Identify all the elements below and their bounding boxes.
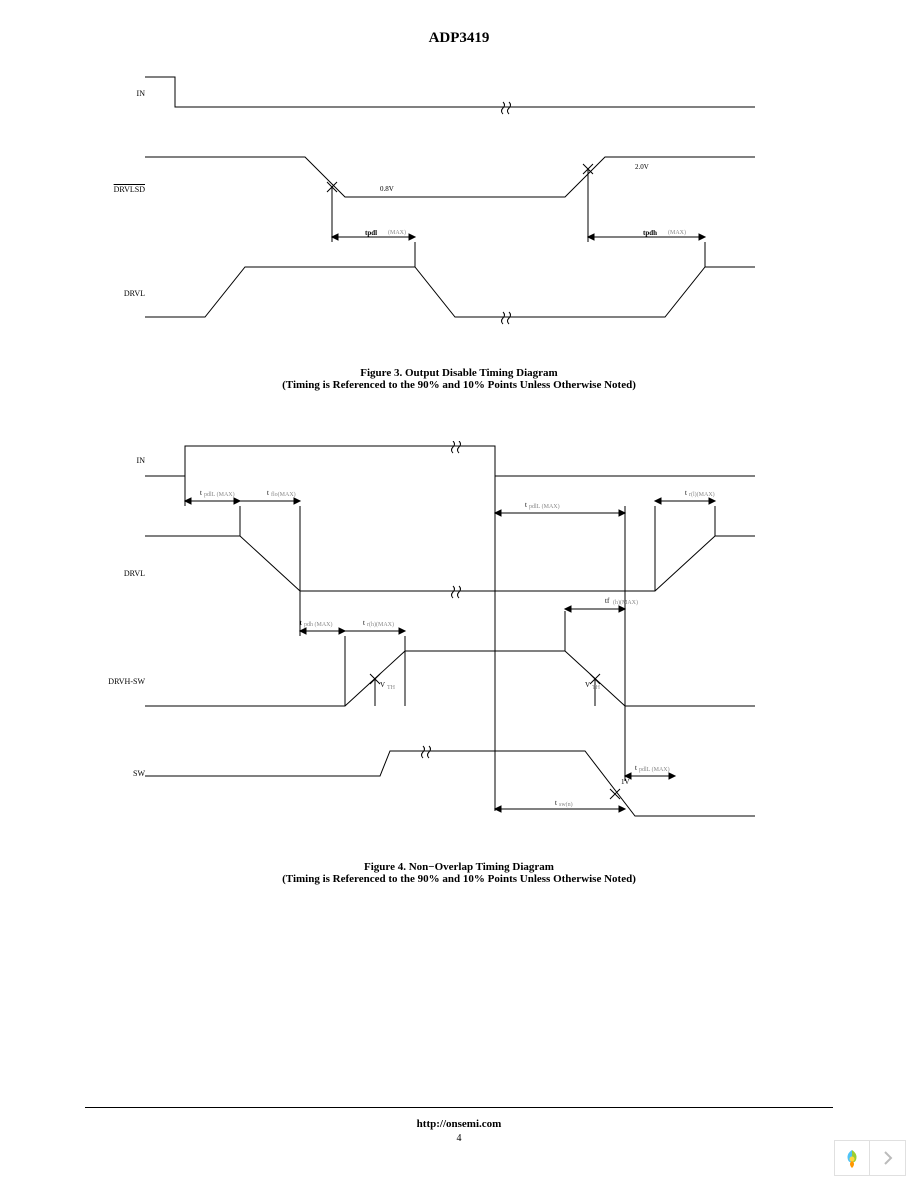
fig4-t8: t — [635, 764, 637, 772]
fig4-label-in: IN — [95, 456, 145, 465]
fig4-t5: t — [300, 619, 302, 627]
fig3-label-drvl: DRVL — [95, 289, 145, 298]
fig4-t4s: r(l)(MAX) — [689, 492, 715, 498]
fig4-t3: t — [525, 501, 527, 509]
fig3-label-drvlsd: DRVLSD — [95, 185, 145, 194]
nav-widget — [834, 1140, 906, 1176]
fig3-08v: 0.8V — [380, 185, 394, 193]
fig4-t1s: pdlL (MAX) — [204, 492, 235, 498]
fig3-label-in: IN — [95, 89, 145, 98]
figure4-caption: Figure 4. Non−Overlap Timing Diagram — [85, 861, 833, 873]
fig4-t6s: r(h)(MAX) — [367, 622, 394, 628]
fig4-t9: t — [555, 799, 557, 807]
nav-logo-icon[interactable] — [834, 1140, 870, 1176]
fig4-label-sw: SW — [95, 769, 145, 778]
fig4-t1: t — [200, 489, 202, 497]
next-page-button[interactable] — [870, 1140, 906, 1176]
fig3-20v: 2.0V — [635, 163, 649, 171]
figure4-container: IN DRVL DRVH-SW SW t pdlL (MAX) t flo(MA… — [105, 441, 833, 841]
fig4-vth1: V — [380, 681, 385, 689]
figure3-caption: Figure 3. Output Disable Timing Diagram — [85, 367, 833, 379]
footer-rule — [85, 1107, 833, 1108]
figure3-svg — [105, 67, 755, 337]
fig4-vth2s: TH — [592, 685, 600, 691]
fig4-vth2: V — [585, 681, 590, 689]
figure3-subcaption: (Timing is Referenced to the 90% and 10%… — [85, 379, 833, 391]
fig4-1v: 1V — [621, 778, 630, 786]
fig3-tpdl-max: (MAX) — [388, 230, 406, 236]
fig4-t4: t — [685, 489, 687, 497]
fig3-tpdl: tpdl — [365, 229, 377, 237]
fig4-label-drvl: DRVL — [95, 569, 145, 578]
footer-url: http://onsemi.com — [0, 1118, 918, 1130]
fig4-t2s: flo(MAX) — [271, 492, 296, 498]
fig4-t5s: pdh (MAX) — [304, 622, 333, 628]
figure3-container: IN DRVLSD DRVL 0.8V 2.0V tpdl (MAX) tpdh… — [105, 67, 833, 347]
footer-page-number: 4 — [0, 1133, 918, 1144]
fig4-t9s: sw(n) — [559, 802, 573, 808]
fig4-label-drvhsw: DRVH-SW — [95, 677, 145, 686]
fig4-t3s: pdlL (MAX) — [529, 504, 560, 510]
fig4-t2: t — [267, 489, 269, 497]
fig4-t6: t — [363, 619, 365, 627]
part-number-title: ADP3419 — [85, 30, 833, 47]
fig4-vth1s: TH — [387, 685, 395, 691]
fig3-tpdh: tpdh — [643, 229, 657, 237]
fig4-t7s: (h)(MAX) — [613, 600, 638, 606]
fig4-t8s: pdlL (MAX) — [639, 767, 670, 773]
fig4-t7: tf — [605, 597, 609, 605]
fig3-tpdh-max: (MAX) — [668, 230, 686, 236]
figure4-subcaption: (Timing is Referenced to the 90% and 10%… — [85, 873, 833, 885]
